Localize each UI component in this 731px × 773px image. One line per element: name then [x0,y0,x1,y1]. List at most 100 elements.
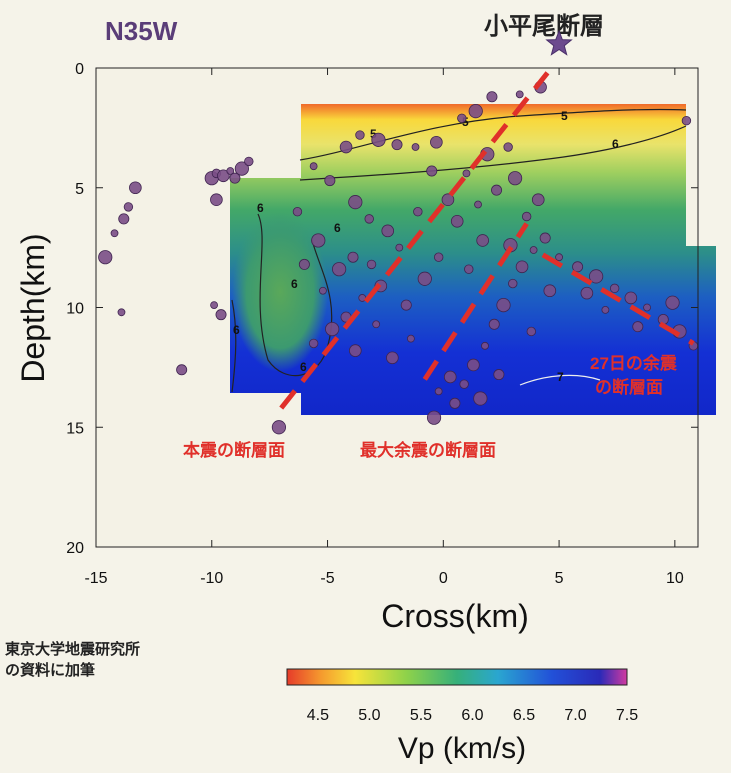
colorbar [286,668,628,686]
x-tick-label: 5 [555,570,564,587]
hypocenter-point [624,291,638,305]
y-tick-label: 10 [66,301,84,318]
hypocenter-point [496,298,511,313]
contour-label: 6 [300,360,307,374]
hypocenter-point [217,169,230,183]
fault-plane-line [279,71,550,410]
velocity-model [230,104,716,415]
y-tick-label: 20 [66,540,84,557]
hypocenter-point [449,397,461,409]
hypocenter-point [406,334,415,343]
hypocenter-point [117,308,126,317]
x-tick-label: 0 [439,570,448,587]
x-tick-label: 10 [666,570,684,587]
hypocenter-point [244,156,254,167]
hypocenter-point [129,181,142,195]
hypocenter-point [464,264,474,274]
y-axis-ticks: 0 5 10 15 20 [66,61,698,557]
hypocenter-point [462,169,471,178]
hypocenter-point [308,338,319,349]
contour-label: 6 [291,277,298,291]
hypocenter-point [355,130,365,140]
hypocenter-point [347,251,359,263]
x-axis-label: Cross(km) [381,598,529,634]
annotation-aftershock-27-line1: 27日の余震 [590,353,678,373]
hypocenter-point [372,320,381,329]
hypocenter-point [292,206,303,217]
hypocenter-point [526,326,536,337]
contour-label: 6 [612,137,619,151]
y-tick-label: 0 [75,61,84,78]
hypocenter-point [417,271,432,286]
hypocenter-point [413,206,423,217]
annotation-aftershock-27-line2: の断層面 [595,377,663,397]
hypocenter-point [488,318,500,330]
hypocenter-point [210,193,223,207]
x-axis-ticks: -15 -10 -5 0 5 10 [84,68,684,587]
hypocenter-point [381,224,395,238]
contour-label: 5 [370,127,377,141]
chart-title: N35W [105,16,178,46]
colorbar-tick-label: 5.0 [358,707,380,724]
fault-plane-line [541,252,695,346]
hypocenter-point [229,172,241,184]
y-tick-label: 15 [66,420,84,437]
hypocenter-point [467,358,480,372]
hypocenter-point [450,214,464,228]
hypocenter-point [493,369,505,381]
fault-location-star-icon [545,29,573,56]
hypocenter-point [643,303,651,312]
x-tick-label: -15 [84,570,107,587]
hypocenter-point [531,193,545,207]
fault-plane-lines [279,71,695,410]
contour-label: 6 [257,201,264,215]
hypocenter-point [210,301,218,310]
hypocenter-point [632,321,644,333]
hypocenter-points [98,80,699,435]
hypocenter-point [391,139,403,151]
hypocenter-point [539,232,551,244]
colorbar-tick-label: 4.5 [307,707,329,724]
credit-line-2: の資料に加筆 [5,661,95,679]
hypocenter-point [176,364,188,376]
y-axis-label: Depth(km) [15,233,51,382]
x-tick-label: -5 [320,570,334,587]
hypocenter-point [503,142,513,152]
annotation-main-fault: 本震の断層面 [183,440,285,460]
hypocenter-point [529,246,538,254]
hypocenter-point [319,286,327,295]
fault-name-label: 小平尾断層 [484,12,604,40]
hypocenter-point [364,214,374,224]
contour-label: 6 [334,221,341,235]
hypocenter-point [123,202,134,212]
hypocenter-point [474,200,482,209]
hypocenter-point [508,278,518,289]
hypocenter-point [457,113,467,123]
hypocenter-point [507,171,523,186]
hypocenter-point [411,143,420,151]
hypocenter-point [476,234,489,247]
hypocenter-point [215,309,227,321]
contour-label: 5 [462,115,469,129]
hypocenter-point [395,243,404,252]
hypocenter-point [543,284,557,298]
hypocenter-point [681,115,692,126]
colorbar-tick-label: 7.0 [564,707,586,724]
hypocenter-point [459,379,469,389]
y-tick-label: 5 [75,181,84,198]
hypocenter-point [324,175,336,187]
hypocenter-point [515,260,529,274]
hypocenter-point [332,262,347,277]
x-tick-label: -10 [200,570,223,587]
hypocenter-point [580,286,594,300]
hypocenter-point [386,351,399,365]
hypocenter-point [665,295,680,310]
hypocenter-point [298,258,310,270]
hypocenter-point [443,370,457,384]
contour-labels: 5 5 5 6 6 6 6 6 6 7 [233,109,619,384]
hypocenter-point [311,233,326,248]
contour-label: 6 [233,323,240,337]
hypocenter-point [589,269,604,284]
hypocenter-point [430,135,443,149]
contour-label: 7 [557,370,564,384]
